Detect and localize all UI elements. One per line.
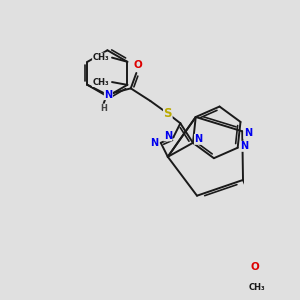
Text: N: N [194, 134, 202, 144]
Text: N: N [164, 131, 172, 141]
Text: N: N [244, 128, 252, 138]
Text: O: O [134, 60, 142, 70]
Text: H: H [100, 104, 107, 113]
Text: N: N [150, 138, 158, 148]
Text: N: N [241, 141, 249, 151]
Text: CH₃: CH₃ [92, 53, 109, 62]
Text: CH₃: CH₃ [92, 78, 109, 87]
Text: N: N [104, 90, 112, 100]
Text: O: O [250, 262, 259, 272]
Text: S: S [164, 107, 172, 120]
Text: CH₃: CH₃ [249, 283, 265, 292]
